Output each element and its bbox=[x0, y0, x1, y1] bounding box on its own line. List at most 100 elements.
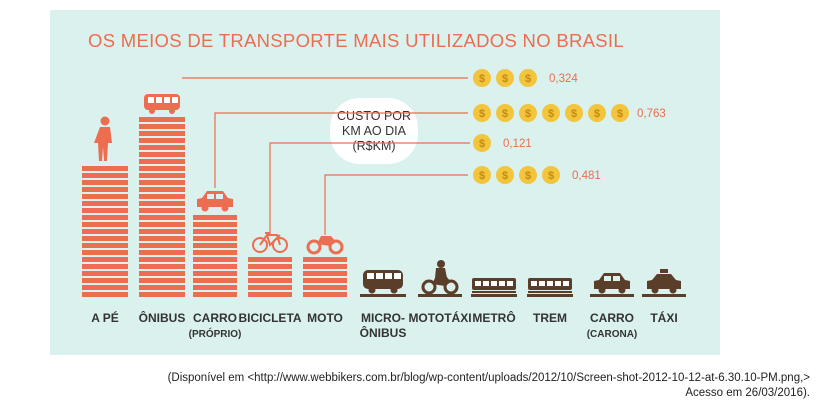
svg-text:$: $ bbox=[502, 170, 508, 182]
bar-stripe bbox=[193, 250, 237, 255]
svg-text:$: $ bbox=[502, 73, 508, 85]
bar-stripe bbox=[139, 159, 185, 164]
bicycle-icon bbox=[252, 232, 288, 253]
bar-stripe bbox=[139, 138, 185, 143]
coin-icon: $ bbox=[542, 166, 560, 184]
category-label: MOTO bbox=[307, 311, 343, 325]
bar-stripe bbox=[248, 264, 292, 269]
svg-text:$: $ bbox=[525, 108, 531, 120]
coin-icon: $ bbox=[496, 166, 514, 184]
bar-stripe bbox=[193, 292, 237, 297]
coin-icon: $ bbox=[519, 69, 537, 87]
coin-icon: $ bbox=[519, 104, 537, 122]
category-sublabel: (CARONA) bbox=[587, 329, 638, 340]
cost-connector bbox=[269, 142, 470, 235]
svg-text:$: $ bbox=[617, 108, 623, 120]
bar-stripe bbox=[139, 215, 185, 220]
bar-stripe bbox=[193, 285, 237, 290]
bar-stripe bbox=[248, 292, 292, 297]
caption-line-2: Acesso em 26/03/2016). bbox=[685, 387, 810, 399]
bar-stripe bbox=[303, 278, 347, 283]
bar-stripe bbox=[82, 243, 128, 248]
svg-text:$: $ bbox=[502, 108, 508, 120]
bar-stripe bbox=[248, 278, 292, 283]
coin-icon: $ bbox=[496, 104, 514, 122]
pedestrian-icon bbox=[94, 116, 112, 161]
coin-icon: $ bbox=[473, 166, 491, 184]
bar-stripe bbox=[139, 152, 185, 157]
bar-stripe bbox=[139, 145, 185, 150]
bar-stripe bbox=[82, 271, 128, 276]
bar-stripe bbox=[139, 285, 185, 290]
bar-stripe bbox=[139, 278, 185, 283]
bar-base bbox=[642, 294, 686, 297]
bar-stripe bbox=[82, 208, 128, 213]
bar-stripe bbox=[139, 124, 185, 129]
bar-stripe bbox=[248, 285, 292, 290]
bar-stripe bbox=[82, 292, 128, 297]
bar-stripe bbox=[248, 257, 292, 262]
mototaxi-icon bbox=[421, 260, 459, 295]
coin-icon: $ bbox=[473, 69, 491, 87]
bar-stripe bbox=[193, 257, 237, 262]
bar-stripe bbox=[82, 166, 128, 171]
coin-icon: $ bbox=[611, 104, 629, 122]
train-icon bbox=[528, 278, 572, 293]
bar-stripe bbox=[82, 173, 128, 178]
bar-stripe bbox=[82, 215, 128, 220]
bar-stripe bbox=[139, 292, 185, 297]
bar-stripe bbox=[303, 271, 347, 276]
bar-stripe bbox=[139, 243, 185, 248]
bar-stripe bbox=[82, 194, 128, 199]
bar-stripe bbox=[139, 236, 185, 241]
bar-stripe bbox=[193, 236, 237, 241]
bar-stripe bbox=[82, 236, 128, 241]
svg-text:$: $ bbox=[525, 73, 531, 85]
coin-icon: $ bbox=[473, 104, 491, 122]
cost-value: 0,481 bbox=[572, 170, 601, 182]
bar-stripe bbox=[303, 292, 347, 297]
coin-icon: $ bbox=[565, 104, 583, 122]
bar-stripe bbox=[139, 208, 185, 213]
cost-box-line-2: KM AO DIA bbox=[342, 124, 407, 138]
svg-text:$: $ bbox=[479, 73, 485, 85]
svg-text:$: $ bbox=[525, 170, 531, 182]
cost-connector bbox=[324, 174, 468, 235]
bar-stripe bbox=[193, 278, 237, 283]
bar-stripe bbox=[139, 187, 185, 192]
car-carona-icon bbox=[594, 273, 630, 294]
bar-stripe bbox=[303, 285, 347, 290]
svg-text:$: $ bbox=[571, 108, 577, 120]
category-label: BICICLETA bbox=[238, 311, 301, 325]
bar-stripe bbox=[82, 264, 128, 269]
bar-stripe bbox=[82, 229, 128, 234]
caption-line-1: (Disponível em <http://www.webbikers.com… bbox=[167, 372, 810, 384]
bar-stripe bbox=[248, 271, 292, 276]
category-label: ÔNIBUS bbox=[139, 310, 186, 325]
cost-box-line-3: (R$KM) bbox=[352, 139, 395, 153]
svg-text:$: $ bbox=[479, 138, 485, 150]
category-label: A PÉ bbox=[91, 310, 119, 325]
coin-icon: $ bbox=[496, 69, 514, 87]
bar-stripe bbox=[139, 271, 185, 276]
bar-stripe bbox=[193, 243, 237, 248]
source-caption: (Disponível em <http://www.webbikers.com… bbox=[0, 371, 810, 401]
bar-stripe bbox=[139, 166, 185, 171]
metro-icon bbox=[472, 278, 516, 293]
category-label: TÁXI bbox=[650, 310, 677, 325]
car-icon bbox=[197, 191, 233, 212]
bar-stripe bbox=[82, 187, 128, 192]
minibus-icon bbox=[363, 270, 403, 294]
category-label: MOTOTÁXI bbox=[408, 310, 471, 325]
bar-stripe bbox=[303, 257, 347, 262]
bar-base bbox=[360, 294, 406, 297]
bar-stripe bbox=[139, 180, 185, 185]
category-sublabel: (PRÓPRIO) bbox=[189, 327, 242, 340]
bar-stripe bbox=[193, 229, 237, 234]
bar-stripe bbox=[82, 257, 128, 262]
svg-text:$: $ bbox=[479, 170, 485, 182]
bar-stripe bbox=[193, 222, 237, 227]
bar-stripe bbox=[303, 264, 347, 269]
bar-stripe bbox=[193, 264, 237, 269]
